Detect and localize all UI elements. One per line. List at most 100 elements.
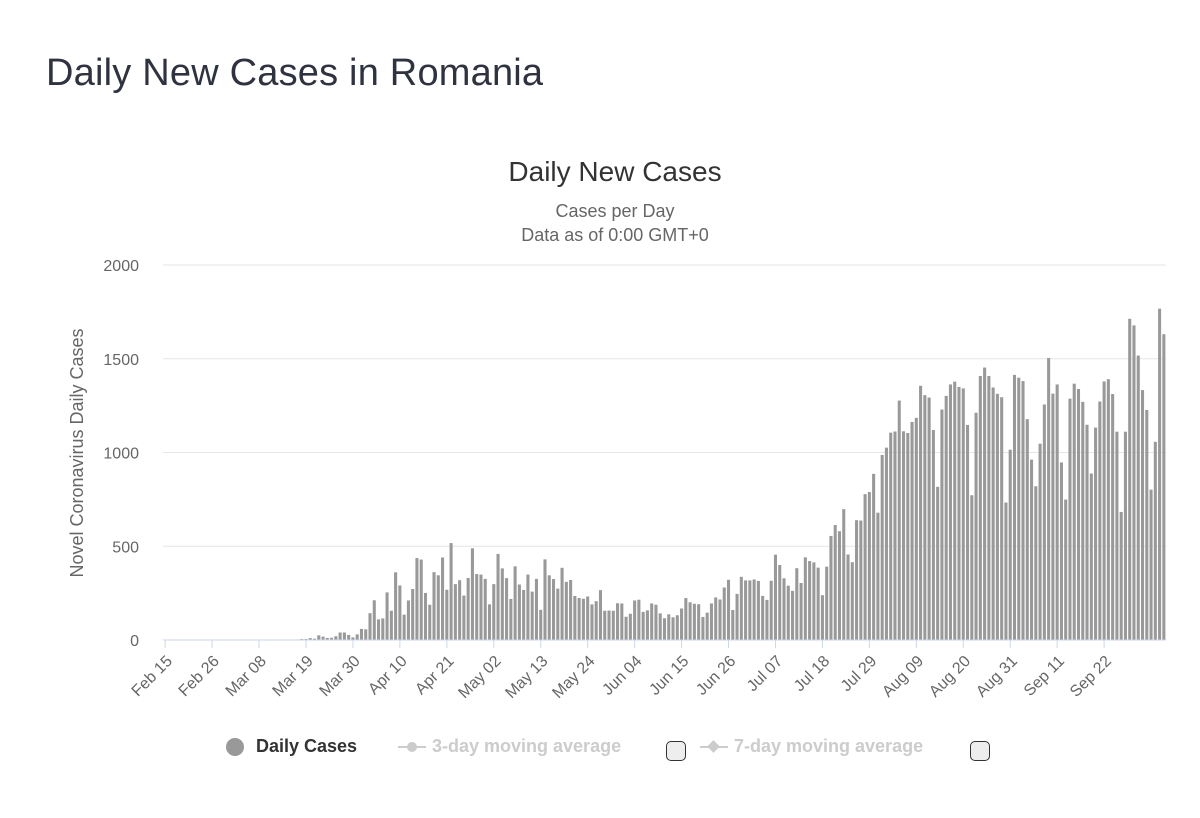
bar[interactable]: [705, 612, 709, 641]
bar[interactable]: [347, 634, 351, 640]
bar[interactable]: [1051, 393, 1055, 641]
legend-item-7-day-average[interactable]: 7-day moving average: [700, 736, 923, 757]
bar[interactable]: [1132, 325, 1136, 641]
bar[interactable]: [961, 388, 965, 641]
bar[interactable]: [633, 600, 637, 640]
bar[interactable]: [752, 579, 756, 640]
bar[interactable]: [726, 579, 731, 640]
bar[interactable]: [449, 543, 453, 640]
bar[interactable]: [867, 492, 871, 640]
bar[interactable]: [893, 431, 897, 641]
bar[interactable]: [688, 602, 692, 640]
bar[interactable]: [594, 601, 598, 640]
bar[interactable]: [1115, 431, 1119, 640]
bar[interactable]: [1123, 431, 1127, 640]
bar[interactable]: [351, 637, 355, 641]
bar[interactable]: [974, 412, 978, 640]
bar[interactable]: [419, 559, 423, 640]
bar[interactable]: [855, 520, 859, 640]
bar[interactable]: [782, 578, 786, 640]
bar[interactable]: [441, 557, 445, 641]
bar[interactable]: [1042, 404, 1046, 641]
bar[interactable]: [1076, 388, 1081, 640]
bar[interactable]: [816, 567, 820, 641]
bar[interactable]: [586, 596, 590, 641]
bar[interactable]: [953, 381, 957, 641]
bar[interactable]: [744, 580, 748, 641]
bar[interactable]: [872, 473, 876, 641]
bar[interactable]: [731, 610, 735, 640]
bar[interactable]: [1012, 374, 1017, 641]
bar[interactable]: [556, 588, 560, 641]
bar[interactable]: [487, 604, 492, 641]
bar[interactable]: [620, 603, 624, 640]
bar[interactable]: [355, 634, 359, 641]
bar[interactable]: [1102, 381, 1106, 640]
bar[interactable]: [432, 572, 436, 641]
bar[interactable]: [765, 599, 769, 641]
bar[interactable]: [978, 376, 982, 640]
bar[interactable]: [1072, 383, 1076, 640]
bar[interactable]: [573, 595, 577, 640]
bar[interactable]: [560, 567, 564, 640]
bar[interactable]: [359, 628, 363, 640]
bar[interactable]: [957, 386, 961, 641]
bar[interactable]: [697, 604, 701, 640]
bar[interactable]: [948, 384, 952, 640]
bar[interactable]: [786, 585, 790, 641]
bar[interactable]: [603, 610, 607, 640]
bar[interactable]: [1136, 355, 1140, 640]
bar[interactable]: [1128, 318, 1132, 640]
bar[interactable]: [509, 598, 513, 640]
bar[interactable]: [1119, 511, 1123, 640]
bar[interactable]: [680, 608, 684, 641]
bar[interactable]: [381, 618, 385, 640]
bar[interactable]: [1025, 419, 1029, 641]
bar[interactable]: [863, 494, 867, 641]
bar[interactable]: [820, 595, 824, 640]
bar[interactable]: [526, 574, 530, 640]
bar[interactable]: [1149, 489, 1153, 641]
bar[interactable]: [966, 424, 970, 640]
bar[interactable]: [995, 393, 999, 640]
bar[interactable]: [1111, 394, 1115, 640]
bar[interactable]: [1106, 379, 1110, 640]
bar[interactable]: [564, 581, 568, 641]
bar[interactable]: [321, 636, 325, 641]
bar[interactable]: [773, 554, 777, 640]
bar[interactable]: [611, 610, 615, 640]
bar[interactable]: [692, 603, 696, 640]
bar[interactable]: [423, 592, 428, 640]
bar[interactable]: [598, 590, 603, 641]
bar[interactable]: [616, 603, 620, 640]
bar[interactable]: [1064, 499, 1068, 640]
bar[interactable]: [330, 637, 334, 640]
bar[interactable]: [1153, 441, 1157, 640]
bar[interactable]: [1004, 502, 1008, 640]
bar[interactable]: [1030, 459, 1034, 641]
bar[interactable]: [739, 576, 743, 640]
bar[interactable]: [791, 590, 795, 641]
bar[interactable]: [983, 367, 987, 640]
bar[interactable]: [837, 531, 842, 640]
bar[interactable]: [718, 599, 722, 641]
bar[interactable]: [901, 431, 906, 640]
bar[interactable]: [534, 578, 538, 641]
bar[interactable]: [897, 400, 901, 640]
bar[interactable]: [769, 580, 773, 640]
bar[interactable]: [761, 595, 765, 640]
bar[interactable]: [624, 616, 628, 640]
bar[interactable]: [607, 610, 611, 640]
bar[interactable]: [402, 614, 406, 640]
bar[interactable]: [479, 574, 483, 640]
bar[interactable]: [1000, 397, 1004, 640]
bar[interactable]: [709, 603, 713, 640]
bar[interactable]: [475, 574, 479, 640]
bar[interactable]: [364, 629, 368, 640]
bar[interactable]: [1158, 308, 1162, 640]
bar[interactable]: [377, 619, 381, 641]
bar[interactable]: [722, 587, 726, 641]
bar[interactable]: [368, 613, 372, 640]
bar[interactable]: [923, 395, 927, 641]
bar[interactable]: [317, 635, 321, 640]
